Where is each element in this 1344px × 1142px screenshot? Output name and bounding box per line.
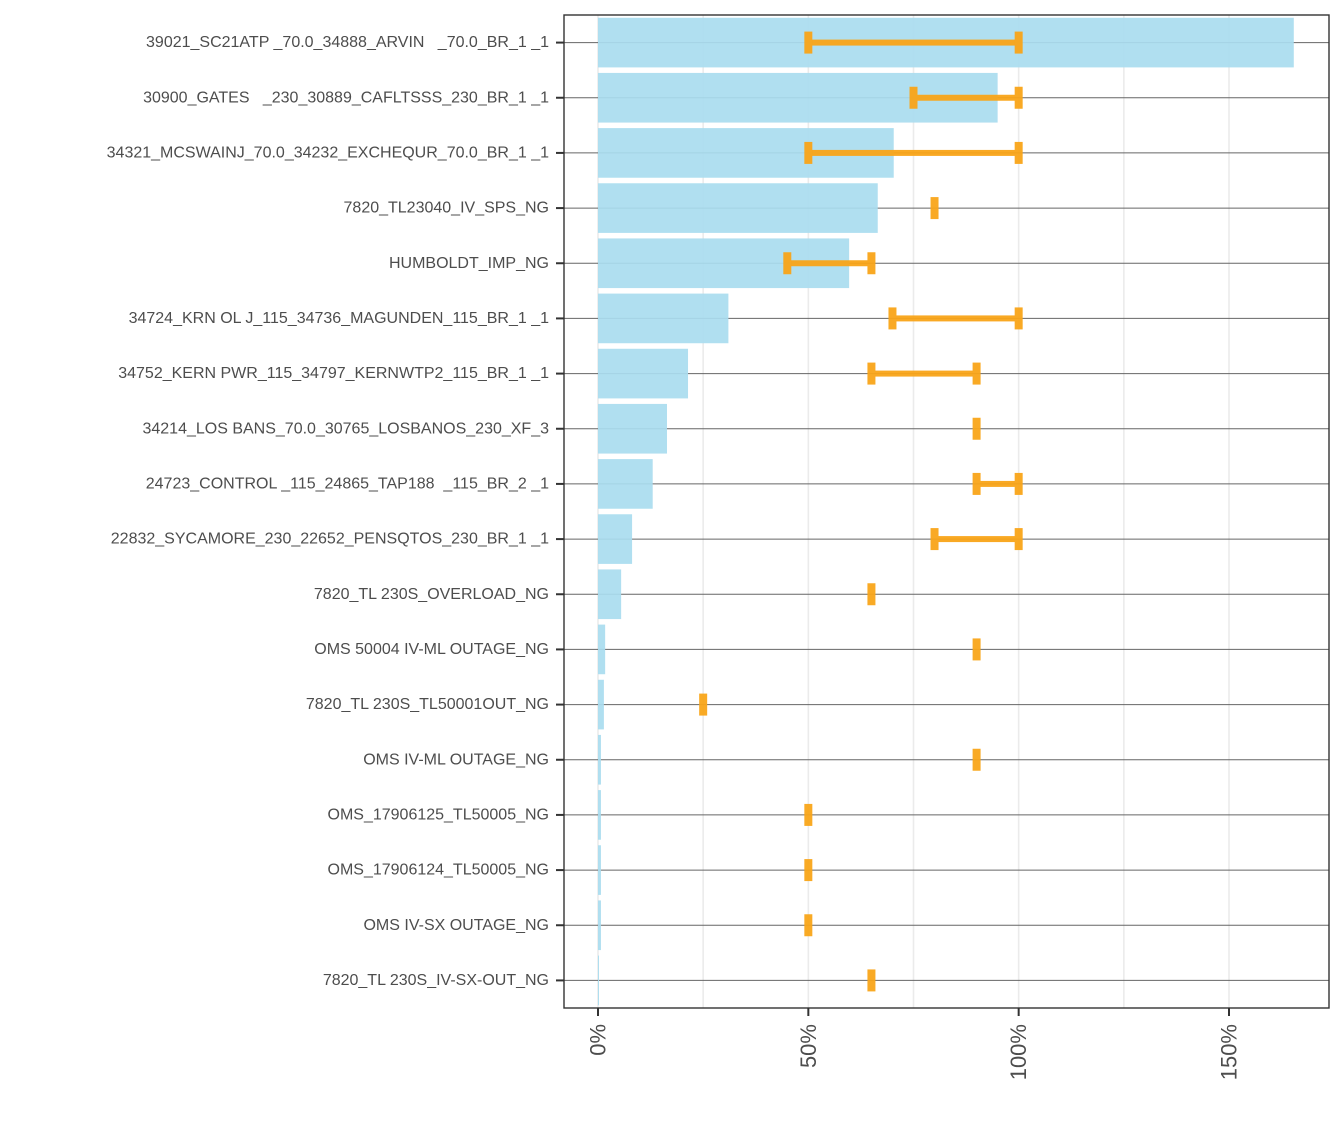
range-cap	[867, 969, 876, 992]
range-cap	[804, 31, 813, 54]
y-tick-label: HUMBOLDT_IMP_NG	[389, 255, 549, 272]
bar	[598, 348, 689, 399]
y-tick-label: 7820_TL 230S_OVERLOAD_NG	[314, 586, 549, 603]
range-cap	[1014, 86, 1023, 109]
range-line	[892, 315, 1019, 322]
range-errorbar	[804, 31, 1023, 54]
range-line	[934, 536, 1019, 543]
range-errorbar	[930, 197, 939, 220]
range-line	[808, 149, 1019, 156]
x-tick-label: 100%	[1006, 1024, 1031, 1080]
y-tick-label: 7820_TL23040_IV_SPS_NG	[344, 200, 549, 217]
y-tick-label: OMS 50004 IV-ML OUTAGE_NG	[314, 641, 549, 658]
range-cap	[972, 638, 981, 661]
range-line	[787, 260, 872, 267]
range-errorbar	[804, 859, 813, 882]
panel-border	[563, 14, 1330, 1009]
bar	[598, 955, 599, 1006]
bar	[598, 624, 606, 675]
range-errorbar	[804, 914, 813, 937]
x-tick-label: 50%	[796, 1024, 821, 1068]
range-cap	[972, 748, 981, 771]
range-cap	[867, 362, 876, 385]
bar	[598, 183, 878, 233]
bar	[598, 569, 622, 620]
range-line	[808, 39, 1019, 46]
range-cap	[972, 472, 981, 495]
range-errorbar	[804, 141, 1023, 164]
y-tick-label: OMS IV-ML OUTAGE_NG	[363, 751, 549, 768]
range-errorbar	[867, 362, 981, 385]
x-gridlines	[597, 15, 1230, 1008]
y-tick-label: 22832_SYCAMORE_230_22652_PENSQTOS_230_BR…	[111, 531, 549, 548]
range-errorbar	[930, 528, 1023, 551]
range-cap	[804, 859, 813, 882]
y-tick-label: 7820_TL 230S_IV-SX-OUT_NG	[323, 972, 549, 989]
x-tick-label: 150%	[1217, 1024, 1242, 1080]
range-cap	[1014, 472, 1023, 495]
range-cap	[909, 86, 918, 109]
range-line	[976, 480, 1019, 487]
y-tick-label: 34752_KERN PWR_115_34797_KERNWTP2_115_BR…	[118, 365, 549, 382]
range-cap	[930, 197, 939, 220]
range-cap	[930, 528, 939, 551]
y-tick-label: 34214_LOS BANS_70.0_30765_LOSBANOS_230_X…	[142, 420, 549, 437]
bar	[598, 403, 667, 454]
y-tick-label: 24723_CONTROL _115_24865_TAP188 _115_BR_…	[146, 475, 549, 492]
range-errorbar	[972, 417, 981, 440]
range-cap	[867, 583, 876, 606]
bar	[598, 293, 729, 344]
range-cap	[1014, 141, 1023, 164]
range-cap	[1014, 307, 1023, 330]
y-tick-label: 39021_SC21ATP _70.0_34888_ARVIN _70.0_BR…	[146, 34, 549, 51]
range-errorbar	[804, 803, 813, 826]
bar	[598, 845, 601, 895]
range-errorbar	[867, 969, 876, 992]
range-errorbar	[909, 86, 1023, 109]
range-cap	[972, 417, 981, 440]
range-errorbar	[972, 472, 1023, 495]
range-cap	[699, 693, 708, 716]
range-line	[913, 94, 1019, 101]
bar	[598, 790, 601, 840]
bar	[598, 900, 601, 951]
bar	[598, 734, 601, 785]
range-cap	[867, 252, 876, 275]
range-errorbar	[783, 252, 876, 275]
range-errorbar	[972, 638, 981, 661]
x-axis: 0% 50% 100% 150%	[586, 1008, 1242, 1080]
y-tick-label: OMS_17906124_TL50005_NG	[328, 862, 550, 879]
range-cap	[804, 803, 813, 826]
range-errorbar	[888, 307, 1023, 330]
bar	[598, 679, 604, 730]
y-tick-label: 34724_KRN OL J_115_34736_MAGUNDEN_115_BR…	[129, 310, 550, 327]
bar	[598, 514, 633, 564]
range-errorbar	[972, 748, 981, 771]
x-tick-label: 0%	[586, 1024, 611, 1056]
range-cap	[1014, 31, 1023, 54]
y-tick-label: OMS_17906125_TL50005_NG	[328, 806, 550, 823]
bar	[598, 459, 653, 509]
y-axis: 39021_SC21ATP _70.0_34888_ARVIN _70.0_BR…	[107, 34, 564, 989]
y-tick-label: 34321_MCSWAINJ_70.0_34232_EXCHEQUR_70.0_…	[107, 144, 549, 161]
y-tick-label: OMS IV-SX OUTAGE_NG	[363, 917, 549, 934]
range-cap	[783, 252, 792, 275]
range-cap	[1014, 528, 1023, 551]
range-cap	[972, 362, 981, 385]
range-cap	[888, 307, 897, 330]
range-cap	[804, 914, 813, 937]
y-tick-label: 30900_GATES _230_30889_CAFLTSSS_230_BR_1…	[143, 89, 549, 106]
y-tick-label: 7820_TL 230S_TL50001OUT_NG	[306, 696, 549, 713]
range-errorbar	[699, 693, 708, 716]
range-errorbar	[867, 583, 876, 606]
range-cap	[804, 141, 813, 164]
range-line	[871, 370, 977, 377]
range-errorbars	[699, 31, 1023, 992]
